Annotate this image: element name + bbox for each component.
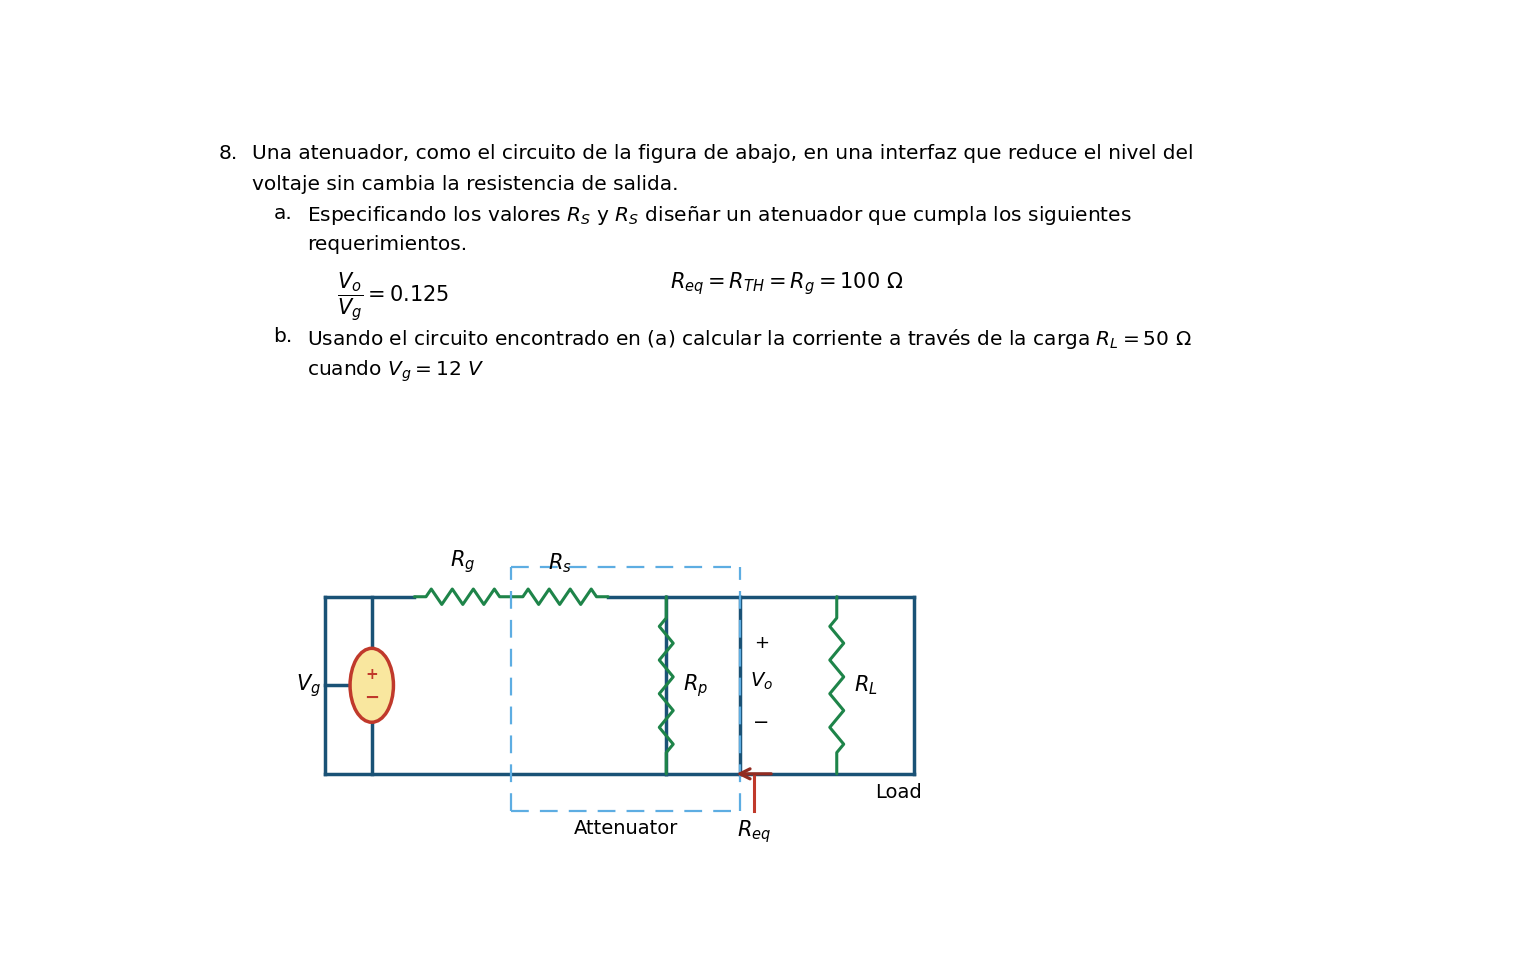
Text: a.: a. (273, 204, 293, 223)
Text: requerimientos.: requerimientos. (308, 235, 467, 254)
Text: −: − (754, 713, 769, 731)
Text: $\dfrac{V_o}{V_g} = 0.125$: $\dfrac{V_o}{V_g} = 0.125$ (337, 271, 449, 323)
Text: $V_o$: $V_o$ (749, 671, 774, 692)
Text: b.: b. (273, 327, 293, 346)
Text: $R_s$: $R_s$ (548, 552, 572, 576)
Text: +: + (754, 634, 769, 652)
Text: Usando el circuito encontrado en (a) calcular la corriente a través de la carga : Usando el circuito encontrado en (a) cal… (308, 327, 1192, 351)
Text: $R_L$: $R_L$ (854, 673, 877, 697)
Text: Especificando los valores $R_S$ y $R_S$ diseñar un atenuador que cumpla los sigu: Especificando los valores $R_S$ y $R_S$ … (308, 204, 1132, 227)
Text: $R_p$: $R_p$ (683, 672, 708, 699)
Text: $R_{eq}$: $R_{eq}$ (737, 818, 771, 845)
Text: +: + (366, 667, 378, 682)
Text: voltaje sin cambia la resistencia de salida.: voltaje sin cambia la resistencia de sal… (252, 175, 678, 194)
Text: 8.: 8. (218, 144, 238, 163)
Text: $V_g$: $V_g$ (296, 672, 322, 699)
Text: −: − (364, 688, 379, 706)
Text: Attenuator: Attenuator (573, 818, 678, 837)
Text: $R_{eq} = R_{TH} = R_g = 100\ \Omega$: $R_{eq} = R_{TH} = R_g = 100\ \Omega$ (671, 271, 904, 297)
Text: Una atenuador, como el circuito de la figura de abajo, en una interfaz que reduc: Una atenuador, como el circuito de la fi… (252, 144, 1194, 163)
Ellipse shape (350, 648, 393, 722)
Text: Load: Load (875, 783, 922, 802)
Text: cuando $V_g = 12\ V$: cuando $V_g = 12\ V$ (308, 358, 485, 383)
Text: $R_g$: $R_g$ (451, 549, 475, 576)
